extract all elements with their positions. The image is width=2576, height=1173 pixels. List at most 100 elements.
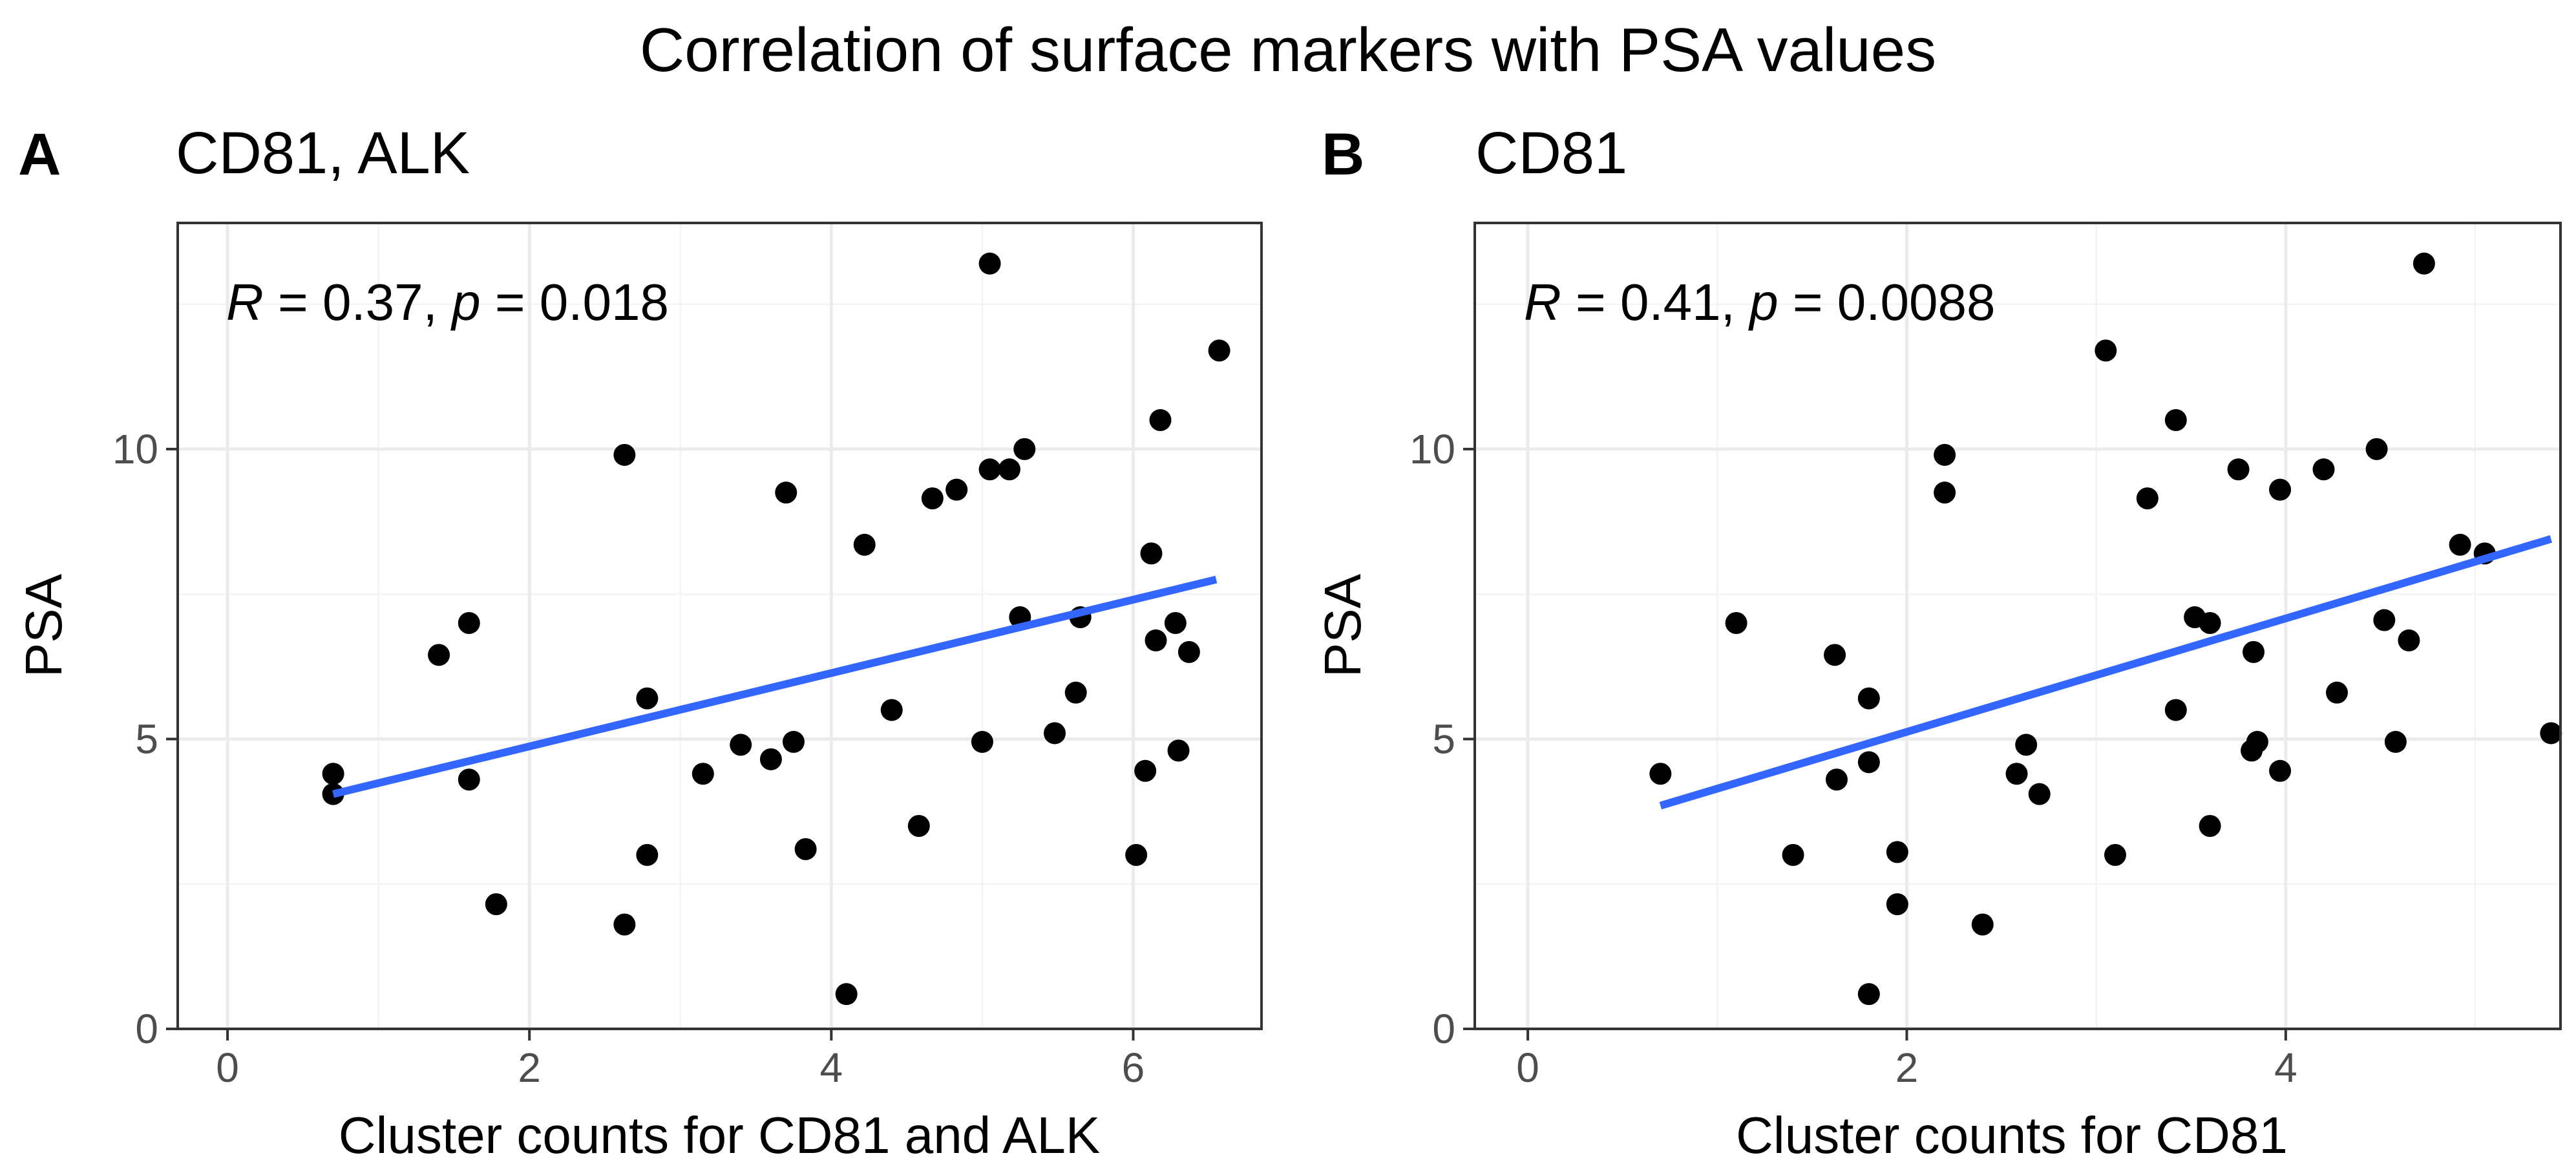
panel-b-data-point — [2449, 533, 2471, 556]
panel-b-data-point — [2227, 458, 2250, 481]
panel-b-data-point — [2028, 783, 2051, 805]
panel-b-data-point — [1649, 763, 1672, 785]
panel-b-data-point — [1826, 768, 1848, 791]
panel-b-regression-line — [1659, 535, 2553, 810]
panel-a-data-point — [458, 612, 480, 635]
panel-a-data-point — [730, 734, 752, 756]
panel-a-data-point — [978, 252, 1001, 275]
panel-a-x-tick-label: 6 — [1122, 1044, 1145, 1091]
panel-a-data-point — [1013, 438, 1036, 460]
panel-a-data-point — [1044, 722, 1066, 745]
panel-a-panel-border — [176, 222, 1263, 1030]
panel-a-data-point — [1167, 739, 1190, 762]
panel-b-data-point — [1824, 644, 1846, 666]
panel-b-data-point — [2243, 640, 2265, 663]
panel-a-regression-line — [332, 575, 1218, 798]
panel-b-data-point — [2384, 730, 2407, 753]
panel-a-data-point — [1145, 629, 1167, 651]
panel-b-data-point — [1725, 612, 1747, 635]
panel-a-data-point — [921, 487, 944, 510]
panel-a-x-tick-label: 4 — [820, 1044, 843, 1091]
panel-a-data-point — [458, 768, 480, 791]
panel-b-data-point — [2326, 681, 2349, 704]
panel-a-y-tick-label: 10 — [112, 426, 158, 472]
panel-b-data-point — [1971, 913, 1994, 936]
panel-a-data-point — [971, 730, 993, 753]
panel-a-p-value: = 0.018 — [481, 273, 669, 331]
panel-b-data-point — [1934, 481, 1956, 504]
panel-b-correlation-annotation: R = 0.41, p = 0.0088 — [1524, 273, 1995, 331]
panel-a-data-point — [1125, 843, 1148, 866]
panel-a-data-point — [998, 458, 1020, 481]
panel-b-r-label: R — [1524, 273, 1561, 331]
panel-a-data-point — [1208, 339, 1230, 362]
panel-a-data-point — [428, 644, 450, 666]
panel-a-plot-area — [178, 223, 1262, 1029]
panel-a-correlation-annotation: R = 0.37, p = 0.018 — [226, 273, 669, 331]
panel-a-data-point — [1164, 612, 1187, 635]
panel-b-data-point — [2005, 763, 2028, 785]
panel-b-data-point — [2312, 458, 2335, 481]
panel-a-title: CD81, ALK — [176, 120, 470, 186]
panel-b-data-point — [2015, 734, 2038, 756]
panel-b-data-point — [1782, 843, 1804, 866]
panel-b-data-point — [2136, 487, 2159, 510]
panel-b-data-point — [2199, 612, 2221, 635]
panel-a-data-point — [794, 838, 817, 860]
panel-b-p-label: p — [1748, 273, 1779, 331]
panel-b-data-point — [2373, 609, 2396, 631]
panel-a-data-point — [978, 458, 1001, 481]
panel-b-data-point — [1857, 983, 1880, 1006]
panel-b-data-point — [1857, 687, 1880, 710]
panel-b-data-point — [2164, 409, 2187, 432]
panel-a-data-point — [1140, 542, 1163, 565]
panel-b-data-point — [2412, 252, 2435, 275]
panel-b: B CD81 PSA Cluster counts for CD81 0 2 4 0 5… — [1314, 120, 2562, 1164]
panel-b-data-point — [1886, 841, 1908, 863]
panel-b-data-point — [2104, 843, 2126, 866]
panel-a-data-point — [945, 478, 968, 501]
panel-b-data-point — [2398, 629, 2420, 651]
panel-b-y-tick-label: 10 — [1409, 426, 1455, 472]
panel-b-x-axis-title: Cluster counts for CD81 — [1736, 1106, 2288, 1164]
panel-a-x-axis-title: Cluster counts for CD81 and ALK — [339, 1106, 1100, 1164]
panel-b-data-point — [2095, 339, 2117, 362]
panel-a-data-point — [613, 913, 636, 936]
panel-b-data-point — [2246, 730, 2268, 753]
panel-b-x-tick-label: 0 — [1516, 1044, 1539, 1091]
panel-a-data-point — [1134, 759, 1157, 782]
panel-b-tag: B — [1322, 122, 1364, 187]
panel-a-data-point — [907, 815, 930, 838]
panel-b-r-value: = 0.41, — [1561, 273, 1749, 331]
panel-a-y-axis-title: PSA — [15, 573, 72, 677]
panel-a-data-point — [835, 983, 858, 1006]
panel-a-data-point — [880, 699, 903, 721]
panel-a-r-value: = 0.37, — [264, 273, 452, 331]
panel-a-data-point — [1177, 640, 1200, 663]
panel-a-r-label: R — [226, 273, 264, 331]
panel-b-data-point — [2269, 759, 2292, 782]
panel-a-data-point — [782, 730, 805, 753]
panel-b-y-tick-label: 5 — [1432, 715, 1455, 762]
panel-a-data-point — [692, 763, 714, 785]
panel-a-data-point — [613, 443, 636, 466]
panel-a-data-point — [636, 687, 659, 710]
panel-a-data-point — [1064, 681, 1087, 704]
panel-b-data-point — [2365, 438, 2388, 460]
panel-a-data-point — [853, 533, 876, 556]
panel-a: A CD81, ALK PSA Cluster counts for CD81 … — [15, 120, 1263, 1164]
panel-a-data-point — [775, 481, 797, 504]
panel-b-data-point — [1857, 751, 1880, 774]
panel-a-data-point — [1149, 409, 1172, 432]
panel-b-p-value: = 0.0088 — [1779, 273, 1996, 331]
panel-a-y-tick-label: 5 — [135, 715, 158, 762]
panel-a-tag: A — [18, 122, 61, 187]
panel-b-data-point — [2540, 722, 2562, 745]
panel-a-data-point — [759, 748, 782, 770]
panel-a-data-point — [485, 893, 507, 916]
panel-a-x-tick-label: 0 — [216, 1044, 239, 1091]
panel-a-x-tick-label: 2 — [518, 1044, 541, 1091]
panel-b-data-point — [2199, 815, 2221, 838]
panel-a-p-label: p — [450, 273, 481, 331]
